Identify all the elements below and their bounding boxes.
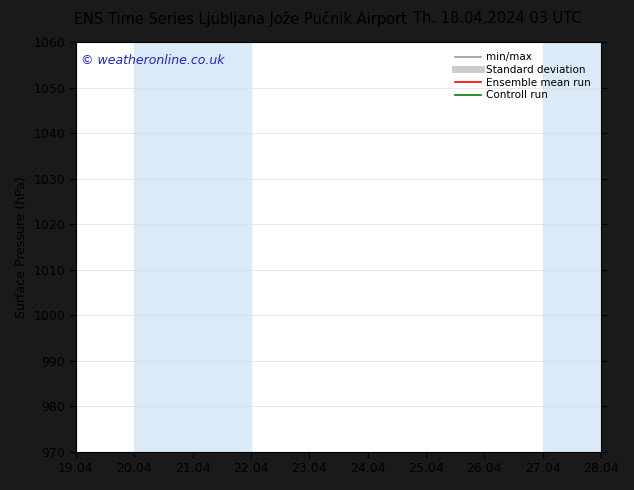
Bar xyxy=(543,42,634,452)
Legend: min/max, Standard deviation, Ensemble mean run, Controll run: min/max, Standard deviation, Ensemble me… xyxy=(450,47,596,105)
Text: Th. 18.04.2024 03 UTC: Th. 18.04.2024 03 UTC xyxy=(413,11,582,26)
Y-axis label: Surface Pressure (hPa): Surface Pressure (hPa) xyxy=(15,176,28,318)
Text: ENS Time Series Ljubljana Jože Pučnik Airport: ENS Time Series Ljubljana Jože Pučnik Ai… xyxy=(74,11,408,27)
Bar xyxy=(134,42,251,452)
Text: © weatheronline.co.uk: © weatheronline.co.uk xyxy=(81,54,224,67)
